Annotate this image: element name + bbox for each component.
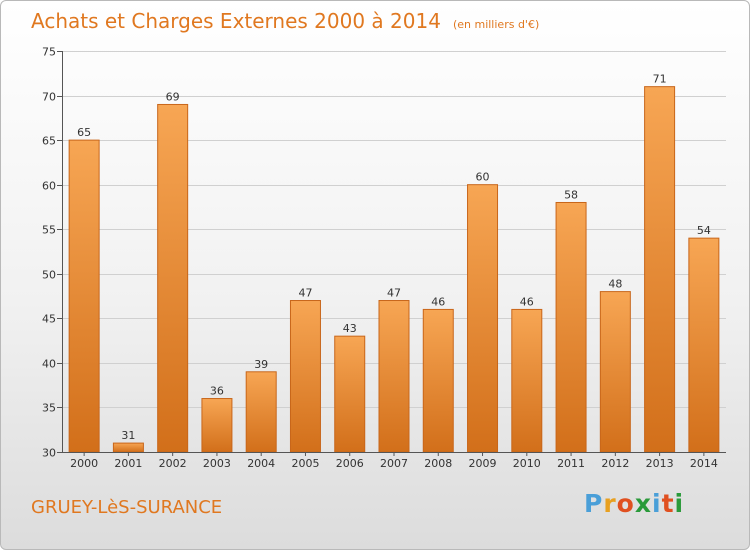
bar-2007 bbox=[378, 300, 410, 453]
chart-title-text: Achats et Charges Externes 2000 à 2014 bbox=[31, 9, 441, 33]
bars bbox=[68, 86, 720, 453]
x-tick-label-2010: 2010 bbox=[513, 457, 541, 470]
commune-name: GRUEY-LèS-SURANCE bbox=[31, 497, 223, 518]
chart-unit: (en milliers d'€) bbox=[452, 18, 540, 31]
bar-2006 bbox=[334, 335, 366, 453]
y-tick-label-50: 50 bbox=[42, 269, 56, 282]
labels: 30 35 40 45 50 55 60 65 70 75 65 2000 31 2001 69 2002 36… bbox=[42, 46, 718, 471]
bar-2004 bbox=[245, 371, 277, 453]
bar-2005 bbox=[289, 300, 321, 453]
value-label-2014: 54 bbox=[697, 224, 711, 237]
bar-2008 bbox=[422, 308, 454, 453]
logo-letter: i bbox=[674, 489, 685, 518]
bar-2000 bbox=[68, 139, 100, 453]
logo-letter: i bbox=[652, 489, 662, 518]
y-tick-label-30: 30 bbox=[42, 447, 56, 460]
bar-2009 bbox=[467, 184, 499, 453]
logo-letter: r bbox=[603, 489, 617, 518]
axes bbox=[57, 51, 726, 456]
value-label-2005: 47 bbox=[298, 287, 312, 300]
bar-2002 bbox=[157, 103, 189, 453]
x-tick-label-2009: 2009 bbox=[469, 457, 497, 470]
value-label-2001: 31 bbox=[121, 429, 135, 442]
value-label-2002: 69 bbox=[166, 90, 180, 103]
value-label-2007: 47 bbox=[387, 287, 401, 300]
y-tick-label-65: 65 bbox=[42, 135, 56, 148]
value-label-2004: 39 bbox=[254, 358, 268, 371]
x-tick-label-2011: 2011 bbox=[557, 457, 585, 470]
y-tick-label-45: 45 bbox=[42, 313, 56, 326]
value-label-2008: 46 bbox=[431, 295, 445, 308]
x-tick-label-2012: 2012 bbox=[601, 457, 629, 470]
y-tick-label-35: 35 bbox=[42, 402, 56, 415]
bar-2013 bbox=[644, 86, 676, 453]
y-tick-label-75: 75 bbox=[42, 46, 56, 59]
bar-2014 bbox=[688, 237, 720, 453]
proxiti-logo: Proxiti bbox=[584, 489, 684, 518]
x-tick-label-2008: 2008 bbox=[424, 457, 452, 470]
x-tick-label-2014: 2014 bbox=[690, 457, 718, 470]
x-tick-label-2013: 2013 bbox=[646, 457, 674, 470]
value-label-2000: 65 bbox=[77, 126, 91, 139]
value-label-2011: 58 bbox=[564, 188, 578, 201]
x-tick-label-2003: 2003 bbox=[203, 457, 231, 470]
x-tick-label-2002: 2002 bbox=[159, 457, 187, 470]
value-label-2003: 36 bbox=[210, 385, 224, 398]
x-tick-label-2000: 2000 bbox=[70, 457, 98, 470]
y-tick-label-55: 55 bbox=[42, 224, 56, 237]
x-tick-label-2007: 2007 bbox=[380, 457, 408, 470]
value-label-2012: 48 bbox=[608, 278, 622, 291]
bar-2001 bbox=[112, 442, 144, 453]
value-label-2010: 46 bbox=[520, 295, 534, 308]
y-tick-label-70: 70 bbox=[42, 91, 56, 104]
logo-letter: t bbox=[661, 489, 675, 518]
bar-2012 bbox=[599, 291, 631, 453]
value-label-2009: 60 bbox=[476, 171, 490, 184]
y-tick-label-40: 40 bbox=[42, 358, 56, 371]
x-tick-label-2005: 2005 bbox=[291, 457, 319, 470]
x-tick-label-2006: 2006 bbox=[336, 457, 364, 470]
bar-2003 bbox=[201, 398, 233, 453]
bar-2011 bbox=[555, 201, 587, 453]
logo-letter: P bbox=[584, 489, 604, 518]
logo-letter: x bbox=[634, 489, 652, 518]
value-label-2006: 43 bbox=[343, 322, 357, 335]
logo-letter: o bbox=[616, 489, 635, 518]
bar-2010 bbox=[511, 308, 543, 453]
chart-title: Achats et Charges Externes 2000 à 2014 (e… bbox=[31, 9, 539, 33]
x-tick-label-2004: 2004 bbox=[247, 457, 275, 470]
y-tick-label-60: 60 bbox=[42, 180, 56, 193]
x-tick-label-2001: 2001 bbox=[114, 457, 142, 470]
value-label-2013: 71 bbox=[653, 73, 667, 86]
